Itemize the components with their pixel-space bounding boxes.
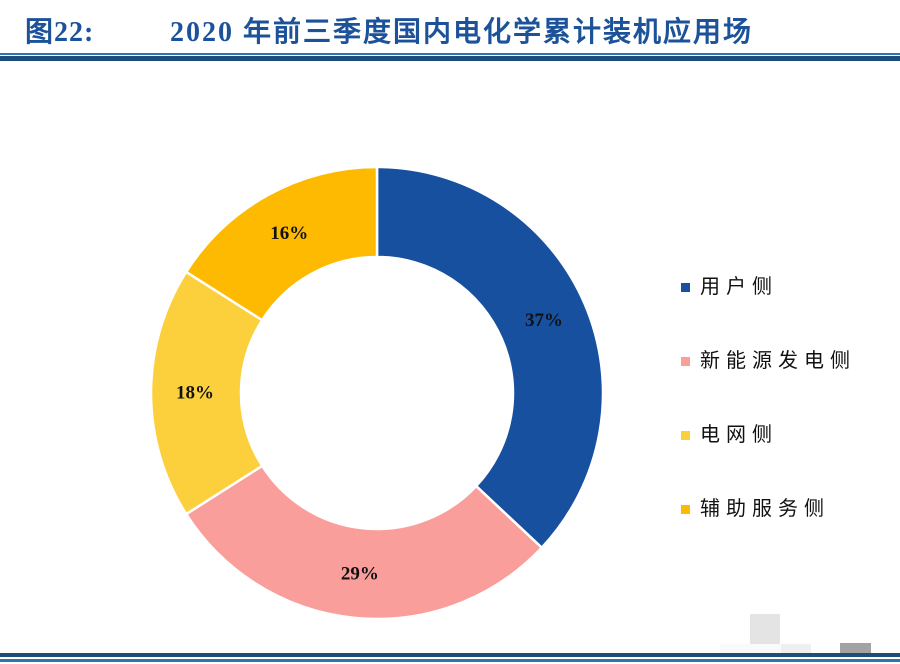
donut-slice-0: [375, 165, 605, 550]
legend-item-grid-side: 电网侧: [681, 424, 856, 446]
slice-label: 29%: [341, 564, 379, 585]
donut-slice-1: [184, 464, 544, 621]
watermark-remnant: [720, 644, 781, 653]
donut-chart-svg: 37% 29% 18% 16%: [149, 165, 605, 621]
watermark-remnant: [781, 644, 811, 653]
legend-item-user-side: 用户侧: [681, 276, 856, 298]
legend-item-ancillary-services-side: 辅助服务侧: [681, 498, 856, 520]
donut-chart: 37% 29% 18% 16%: [149, 165, 605, 621]
legend-item-renewable-generation-side: 新能源发电侧: [681, 350, 856, 372]
legend-label: 用户侧: [700, 276, 778, 298]
legend-marker-icon: [681, 430, 690, 440]
legend-label: 辅助服务侧: [700, 498, 830, 520]
slice-label: 37%: [525, 310, 563, 331]
watermark-remnant: [840, 643, 871, 653]
donut-slice-3: [184, 165, 379, 322]
top-divider-thin: [0, 53, 900, 55]
legend-marker-icon: [681, 504, 690, 514]
legend-marker-icon: [681, 356, 690, 366]
legend-marker-icon: [681, 282, 690, 292]
legend-label: 电网侧: [700, 424, 778, 446]
bottom-divider-thin: [0, 659, 900, 662]
top-divider-thick: [0, 56, 900, 61]
figure-number-label: 图22:: [25, 17, 95, 48]
chart-legend: 用户侧 新能源发电侧 电网侧 辅助服务侧: [681, 276, 856, 520]
legend-label: 新能源发电侧: [700, 350, 856, 372]
watermark-remnant: [750, 614, 780, 644]
figure-title: 2020 年前三季度国内电化学累计装机应用场: [170, 17, 754, 48]
slice-label: 18%: [176, 383, 214, 404]
slice-label: 16%: [270, 223, 308, 244]
bottom-divider-thick: [0, 653, 900, 657]
donut-slice-2: [149, 270, 264, 516]
